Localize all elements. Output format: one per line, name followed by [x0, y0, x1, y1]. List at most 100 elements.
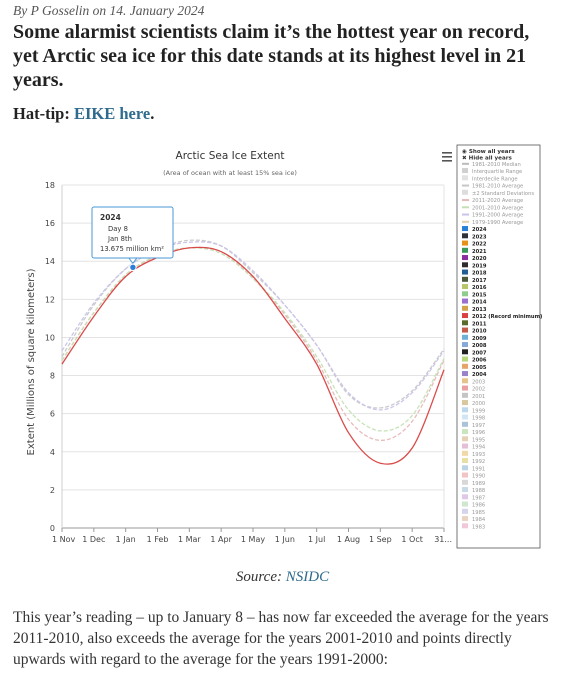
legend-swatch: [462, 255, 468, 261]
legend-item-2001-2010-average[interactable]: 2001-2010 Average: [462, 205, 523, 211]
legend-label: 2001: [472, 394, 485, 400]
tooltip-value: 13.675 million km²: [100, 245, 164, 253]
legend-item-1998[interactable]: 1998: [462, 414, 485, 422]
legend-label: 2007: [472, 350, 487, 356]
y-tick-label: 0: [50, 524, 55, 533]
legend-item-1989[interactable]: 1989: [462, 479, 485, 487]
legend-item-2021[interactable]: 2021: [462, 247, 487, 255]
legend-swatch: [462, 284, 468, 290]
legend-item-1991-2000-average[interactable]: 1991-2000 Average: [462, 213, 523, 219]
legend-item-2010[interactable]: 2010: [462, 327, 487, 335]
legend-item-2005[interactable]: 2005: [462, 363, 487, 371]
legend-swatch: [462, 436, 468, 442]
legend-label: 1992: [472, 459, 485, 465]
byline: By P Gosselin on 14. January 2024: [13, 3, 204, 19]
data-point-2024[interactable]: [129, 263, 137, 272]
series-lines: [61, 239, 445, 465]
source-link[interactable]: NSIDC: [285, 569, 330, 585]
legend-item-2001[interactable]: 2001: [462, 392, 485, 400]
legend-item-interquartile-range[interactable]: Interquartile Range: [462, 168, 522, 175]
legend-item-1984[interactable]: 1984: [462, 516, 486, 523]
legend-label: 1999: [472, 408, 485, 414]
legend-swatch: [462, 414, 468, 420]
legend-swatch: [462, 458, 468, 464]
legend-item-show-all-years[interactable]: ◉ Show all years: [462, 149, 515, 155]
hattip-link[interactable]: EIKE here: [73, 104, 151, 123]
legend-item-2014[interactable]: 2014: [462, 298, 487, 306]
legend-item-2006[interactable]: 2006: [462, 356, 487, 364]
legend-item-2002[interactable]: 2002: [462, 385, 485, 393]
legend-item--2-standard-deviations[interactable]: ±2 Standard Deviations: [462, 189, 534, 197]
legend-item-2008[interactable]: 2008: [462, 342, 487, 349]
legend-label: 2024: [472, 227, 487, 233]
legend-item-1987[interactable]: 1987: [462, 494, 485, 501]
legend-item-2004[interactable]: 2004: [462, 371, 487, 378]
legend-label: 2011: [472, 321, 487, 327]
legend-label: 2015: [472, 292, 487, 298]
y-tick-label: 10: [45, 333, 55, 342]
x-tick-label: 1 Jul: [308, 535, 325, 544]
legend-item-2023[interactable]: 2023: [462, 233, 487, 240]
legend-item-1979-1990-average[interactable]: 1979-1990 Average: [462, 220, 523, 226]
legend-control[interactable]: ✖ Hide all years: [462, 155, 513, 161]
legend-item-1991[interactable]: 1991: [462, 465, 485, 472]
legend-item-2015[interactable]: 2015: [462, 291, 487, 298]
legend-item-hide-all-years[interactable]: ✖ Hide all years: [462, 155, 513, 161]
legend-swatch: [462, 378, 468, 384]
legend-item-2000[interactable]: 2000: [462, 400, 485, 407]
legend-item-1983[interactable]: 1983: [462, 523, 485, 530]
legend-swatch: [462, 363, 468, 369]
sea-ice-chart: Arctic Sea Ice Extent (Area of ocean wit…: [20, 142, 545, 554]
legend-label: 2004: [472, 372, 487, 378]
tooltip-day: Day 8: [108, 225, 128, 233]
legend-item-2019[interactable]: 2019: [462, 262, 487, 269]
x-tick-label: 1 Sep: [369, 535, 392, 544]
legend-label: 1998: [472, 416, 485, 422]
legend-item-2016[interactable]: 2016: [462, 284, 487, 291]
legend-item-2011-2020-average[interactable]: 2011-2020 Average: [462, 198, 523, 204]
legend-swatch: [462, 392, 468, 398]
x-tick-label: 1 Apr: [210, 535, 232, 544]
legend-swatch: [462, 385, 468, 391]
legend-item-1999[interactable]: 1999: [462, 407, 485, 414]
legend-item-2012-record-minimum-[interactable]: 2012 (Record minimum): [462, 313, 542, 320]
author-link[interactable]: P Gosselin: [30, 3, 90, 18]
legend-item-1981-2010-median[interactable]: 1981-2010 Median: [462, 162, 521, 168]
legend-item-2018[interactable]: 2018: [462, 269, 487, 277]
tooltip-year: 2024: [100, 213, 121, 222]
source-line: Source: NSIDC: [0, 569, 565, 586]
legend-label: 2014: [472, 300, 487, 306]
menu-icon[interactable]: [442, 152, 452, 162]
legend-item-1996[interactable]: 1996: [462, 429, 485, 436]
legend-swatch: [462, 421, 468, 427]
x-tick-label: 31...: [434, 535, 452, 544]
legend-item-2009[interactable]: 2009: [462, 334, 487, 342]
legend-item-2022[interactable]: 2022: [462, 240, 487, 248]
legend-item-2011[interactable]: 2011: [462, 320, 487, 327]
legend-item-1988[interactable]: 1988: [462, 487, 485, 494]
legend-item-2024[interactable]: 2024: [462, 226, 487, 233]
legend-item-2020[interactable]: 2020: [462, 255, 487, 262]
legend-item-2003[interactable]: 2003: [462, 378, 485, 385]
legend-item-1997[interactable]: 1997: [462, 421, 485, 429]
legend-item-2007[interactable]: 2007: [462, 349, 487, 356]
legend-item-1993[interactable]: 1993: [462, 450, 485, 458]
legend-swatch: [462, 168, 468, 174]
legend-swatch: [462, 508, 468, 514]
post-date: 14. January 2024: [109, 3, 205, 18]
legend-item-2017[interactable]: 2017: [462, 276, 487, 284]
legend-item-1995[interactable]: 1995: [462, 436, 485, 443]
legend-item-2013[interactable]: 2013: [462, 305, 487, 313]
date-prefix: on: [92, 3, 107, 18]
x-tick-label: 1 Mar: [178, 535, 201, 544]
legend-item-1986[interactable]: 1986: [462, 501, 485, 509]
legend-item-1985[interactable]: 1985: [462, 508, 485, 516]
legend-item-1990[interactable]: 1990: [462, 472, 485, 480]
legend-control[interactable]: ◉ Show all years: [462, 149, 515, 155]
legend-item-interdecile-range[interactable]: Interdecile Range: [462, 175, 518, 182]
legend-item-1994[interactable]: 1994: [462, 443, 486, 451]
legend-item-1981-2010-average[interactable]: 1981-2010 Average: [462, 184, 523, 190]
legend-swatch: [462, 269, 468, 275]
legend-item-1992[interactable]: 1992: [462, 458, 485, 465]
x-tick-label: 1 Nov: [52, 535, 76, 544]
